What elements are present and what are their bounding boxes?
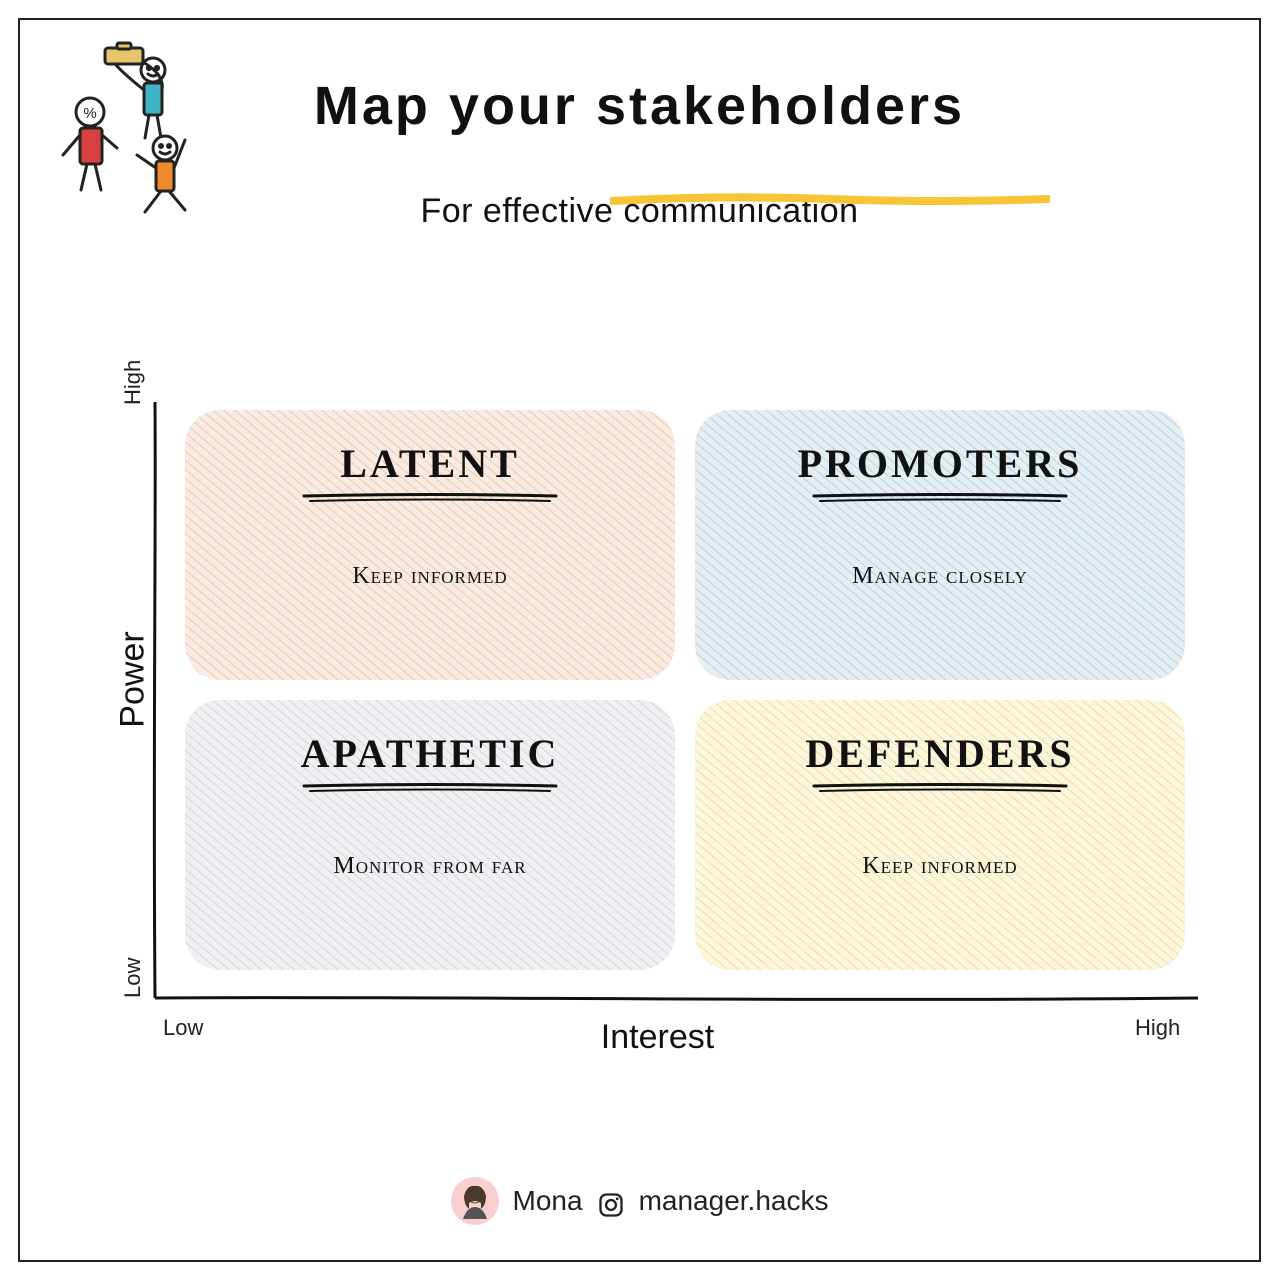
quadrant-title-underline <box>810 491 1070 503</box>
stakeholder-matrix: Power Interest High Low Low High LATENT … <box>115 400 1200 1040</box>
instagram-icon <box>597 1191 625 1219</box>
quadrant-latent: LATENT Keep informed <box>185 410 675 680</box>
quadrant-promoters: PROMOTERS Manage closely <box>695 410 1185 680</box>
y-axis-label: Power <box>114 631 153 727</box>
quadrant-title: DEFENDERS <box>695 730 1185 777</box>
footer-credit: Mona manager.hacks <box>20 1177 1259 1225</box>
quadrant-action: Keep informed <box>695 853 1185 880</box>
quadrant-defenders: DEFENDERS Keep informed <box>695 700 1185 970</box>
quadrant-action: Keep informed <box>185 563 675 590</box>
quadrant-action: Monitor from far <box>185 853 675 880</box>
title-underline <box>610 193 1050 207</box>
outer-frame: % Map your stakehold <box>18 18 1261 1262</box>
quadrant-action: Manage closely <box>695 563 1185 590</box>
x-axis-label: Interest <box>115 1018 1200 1057</box>
quadrant-apathetic: APATHETIC Monitor from far <box>185 700 675 970</box>
quadrant-title: PROMOTERS <box>695 440 1185 487</box>
page-title: Map your stakeholders <box>20 75 1259 137</box>
quadrant-title-underline <box>300 491 560 503</box>
x-tick-high: High <box>1135 1015 1180 1041</box>
author-avatar <box>451 1177 499 1225</box>
x-tick-low: Low <box>163 1015 203 1041</box>
quadrant-title: LATENT <box>185 440 675 487</box>
quadrant-title-underline <box>300 781 560 793</box>
quadrant-title-underline <box>810 781 1070 793</box>
heading-block: Map your stakeholders For effective comm… <box>20 75 1259 231</box>
y-tick-high: High <box>120 360 146 405</box>
author-handle: manager.hacks <box>639 1185 829 1217</box>
y-tick-low: Low <box>120 958 146 998</box>
quadrant-title: APATHETIC <box>185 730 675 777</box>
title-prefix: Map your <box>314 76 596 136</box>
title-highlight: stakeholders <box>596 76 965 136</box>
author-name: Mona <box>513 1185 583 1217</box>
